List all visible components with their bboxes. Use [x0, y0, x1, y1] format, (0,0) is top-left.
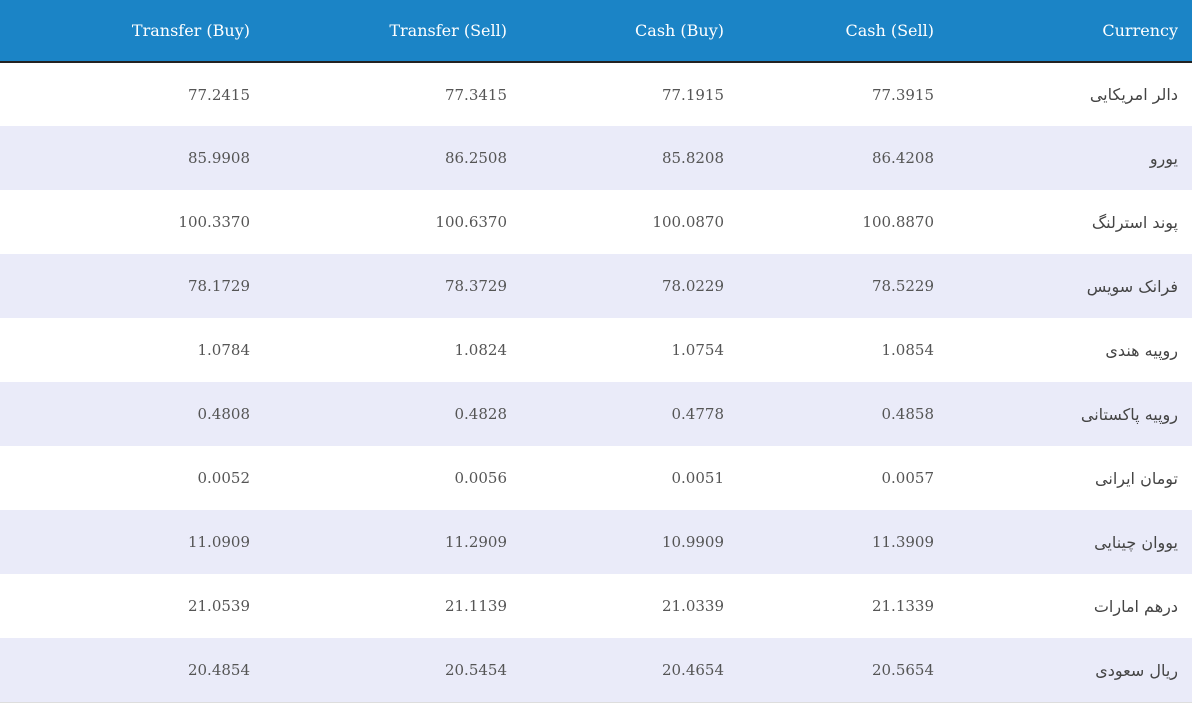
- cell-transfer-buy: 11.0909: [187, 533, 250, 551]
- cell-currency: پوند استرلنگ: [1091, 212, 1178, 232]
- cell-transfer-buy: 0.0052: [197, 469, 251, 487]
- cell-cash-sell: 1.0854: [881, 341, 935, 359]
- cell-transfer-buy: 1.0784: [197, 341, 251, 359]
- cell-cash-sell: 77.3915: [871, 85, 934, 104]
- cell-cash-buy: 85.8208: [661, 149, 724, 167]
- cell-currency: درهم امارات: [1093, 596, 1178, 616]
- cell-transfer-buy: 20.4854: [187, 661, 250, 679]
- cell-transfer-sell: 21.1139: [444, 597, 507, 615]
- header-transfer-buy: Transfer (Buy): [131, 21, 250, 40]
- cell-transfer-sell: 1.0824: [454, 341, 508, 359]
- cell-cash-buy: 0.0051: [671, 469, 725, 487]
- header-cash-buy: Cash (Buy): [635, 21, 724, 40]
- cell-currency: ریال سعودی: [1095, 660, 1178, 680]
- cell-cash-sell: 21.1339: [871, 597, 934, 615]
- cell-transfer-sell: 0.0056: [454, 469, 508, 487]
- header-transfer-sell: Transfer (Sell): [389, 21, 507, 40]
- cell-transfer-buy: 0.4808: [197, 405, 251, 423]
- table-row: 0.4808 0.4828 0.4778 0.4858 روپیه پاکستانی: [0, 382, 1192, 446]
- cell-cash-sell: 78.5229: [871, 277, 934, 295]
- cell-cash-sell: 11.3909: [871, 533, 934, 551]
- table-row: 0.0052 0.0056 0.0051 0.0057 تومان ایرانی: [0, 446, 1192, 510]
- cell-transfer-buy: 78.1729: [187, 277, 250, 295]
- cell-cash-sell: 0.0057: [881, 469, 935, 487]
- header-cash-sell: Cash (Sell): [845, 21, 934, 40]
- cell-transfer-sell: 20.5454: [444, 661, 507, 679]
- cell-transfer-sell: 11.2909: [444, 533, 507, 551]
- cell-cash-buy: 21.0339: [661, 597, 724, 615]
- cell-transfer-sell: 0.4828: [454, 405, 508, 423]
- cell-cash-buy: 20.4654: [661, 661, 724, 679]
- cell-currency: یورو: [1149, 148, 1178, 168]
- cell-transfer-buy: 77.2415: [187, 85, 250, 104]
- cell-currency: دالر امریکایی: [1089, 85, 1178, 104]
- cell-currency: تومان ایرانی: [1095, 468, 1178, 488]
- cell-currency: روپیه پاکستانی: [1080, 404, 1178, 424]
- table-row: 1.0784 1.0824 1.0754 1.0854 روپیه هندی: [0, 318, 1192, 382]
- table-bottom-border: [0, 702, 1192, 703]
- cell-cash-sell: 20.5654: [871, 661, 934, 679]
- cell-transfer-sell: 78.3729: [444, 277, 507, 295]
- table-row: 100.3370 100.6370 100.0870 100.8870 پوند است…: [0, 190, 1192, 254]
- cell-cash-sell: 0.4858: [881, 405, 935, 423]
- cell-cash-buy: 1.0754: [671, 341, 725, 359]
- cell-transfer-buy: 21.0539: [187, 597, 250, 615]
- cell-cash-buy: 100.0870: [652, 213, 724, 231]
- table-header-row: Transfer (Buy) Transfer (Sell) Cash (Buy…: [0, 0, 1192, 62]
- table-row: 77.2415 77.3415 77.1915 77.3915 دالر امریکای…: [0, 62, 1192, 126]
- cell-currency: فرانک سویس: [1086, 276, 1178, 296]
- cell-transfer-sell: 100.6370: [435, 213, 507, 231]
- cell-cash-buy: 0.4778: [671, 405, 725, 423]
- cell-currency: روپیه هندی: [1105, 340, 1178, 360]
- header-currency: Currency: [1102, 21, 1178, 40]
- table-row: 20.4854 20.5454 20.4654 20.5654 ریال سعودی: [0, 638, 1192, 702]
- table-row: 11.0909 11.2909 10.9909 11.3909 یووان چینایی: [0, 510, 1192, 574]
- cell-transfer-sell: 77.3415: [444, 85, 507, 104]
- cell-cash-sell: 86.4208: [871, 149, 934, 167]
- cell-currency: یووان چینایی: [1094, 532, 1178, 552]
- cell-cash-sell: 100.8870: [862, 213, 934, 231]
- table-row: 78.1729 78.3729 78.0229 78.5229 فرانک سویس: [0, 254, 1192, 318]
- cell-transfer-buy: 85.9908: [187, 149, 250, 167]
- cell-cash-buy: 10.9909: [661, 533, 724, 551]
- cell-transfer-buy: 100.3370: [178, 213, 250, 231]
- cell-transfer-sell: 86.2508: [444, 149, 507, 167]
- table-row: 21.0539 21.1139 21.0339 21.1339 درهم امارات: [0, 574, 1192, 638]
- cell-cash-buy: 78.0229: [661, 277, 724, 295]
- cell-cash-buy: 77.1915: [661, 85, 724, 104]
- table-row: 85.9908 86.2508 85.8208 86.4208 یورو: [0, 126, 1192, 190]
